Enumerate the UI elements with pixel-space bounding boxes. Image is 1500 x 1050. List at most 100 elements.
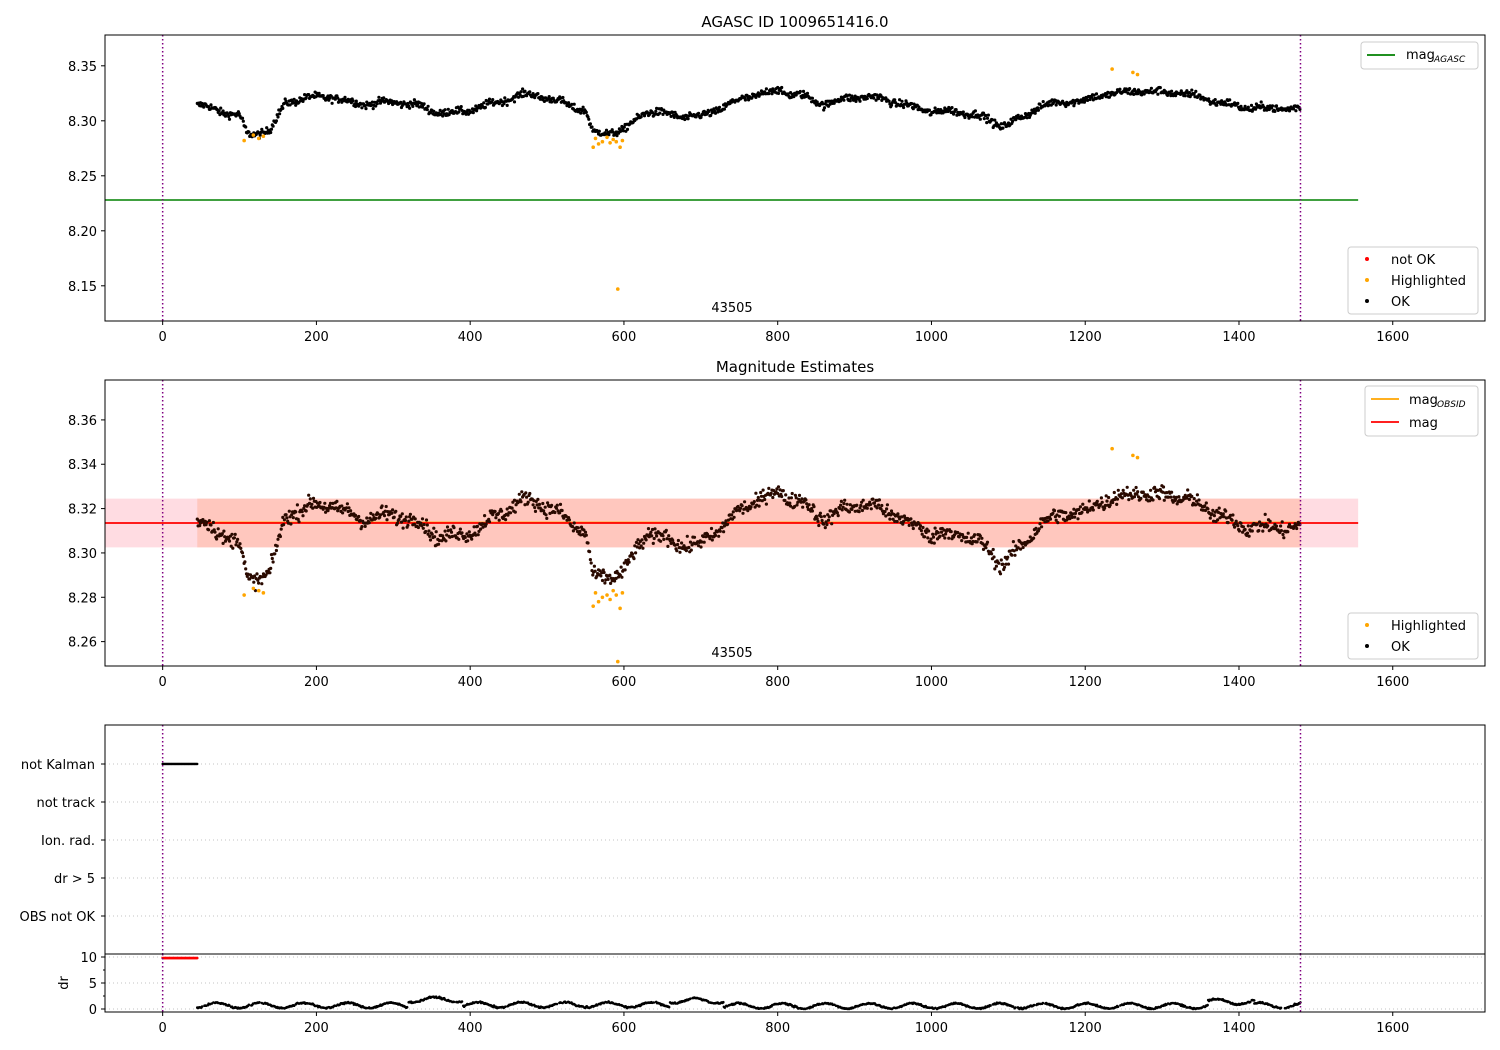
magnitude-point-ok bbox=[426, 532, 430, 536]
magnitude-point-ok bbox=[593, 569, 597, 573]
agasc-point-ok bbox=[375, 102, 379, 106]
agasc-point-ok bbox=[516, 95, 521, 99]
agasc-point-ok bbox=[1259, 100, 1263, 104]
magnitude-point-highlighted bbox=[608, 597, 612, 602]
magnitude-point-ok bbox=[865, 506, 869, 510]
magnitude-point-ok bbox=[378, 513, 383, 517]
agasc-point-ok bbox=[579, 111, 583, 115]
dr-point bbox=[722, 1000, 725, 1004]
magnitude-point-ok bbox=[477, 529, 481, 534]
magnitude-point-ok bbox=[896, 512, 900, 516]
magnitude-point-ok bbox=[709, 534, 713, 538]
magnitude-point-ok bbox=[796, 500, 800, 504]
agasc-plot-area: 8.15 8.20 8.25 8.30 8.35 0 200 400 600 800 1000 120… bbox=[68, 34, 1486, 345]
magnitude-point-ok bbox=[1216, 510, 1220, 514]
magnitude-point-ok bbox=[1247, 534, 1251, 538]
magnitude-point-ok bbox=[817, 523, 821, 528]
magnitude-point-ok bbox=[1070, 515, 1074, 520]
magnitude-point-ok bbox=[726, 518, 731, 522]
agasc-point-ok bbox=[432, 109, 436, 113]
agasc-point-ok bbox=[278, 112, 282, 116]
magnitude-point-ok bbox=[661, 534, 665, 538]
magnitude-point-ok bbox=[1224, 509, 1228, 513]
agasc-point-ok bbox=[304, 96, 308, 100]
magnitude-point-ok bbox=[1067, 514, 1071, 518]
magnitude-point-ok bbox=[664, 528, 668, 533]
magnitude-point-ok bbox=[533, 509, 538, 513]
agasc-point-ok bbox=[981, 111, 986, 115]
magnitude-point-ok bbox=[544, 513, 548, 517]
agasc-point-ok bbox=[382, 96, 386, 100]
magnitude-point-ok bbox=[542, 509, 546, 513]
magnitude-point-ok bbox=[1258, 520, 1262, 524]
magnitude-point-ok bbox=[317, 504, 321, 508]
magnitude-point-ok bbox=[460, 531, 464, 535]
magnitude-point-ok bbox=[1072, 507, 1076, 511]
agasc-point-ok bbox=[1011, 119, 1015, 123]
magnitude-point-ok bbox=[1105, 499, 1109, 503]
magnitude-point-ok bbox=[421, 526, 425, 530]
magnitude-point-ok bbox=[273, 552, 277, 556]
magnitude-point-ok bbox=[244, 567, 248, 571]
magnitude-point-ok bbox=[579, 533, 583, 537]
magnitude-point-ok bbox=[931, 535, 936, 539]
agasc-point-ok bbox=[1073, 101, 1077, 105]
magnitude-point-ok bbox=[433, 535, 437, 539]
magnitude-point-ok bbox=[634, 551, 638, 555]
agasc-point-ok bbox=[615, 134, 619, 138]
magnitude-point-ok bbox=[472, 525, 476, 529]
magnitude-point-ok bbox=[910, 523, 915, 527]
magnitude-point-ok bbox=[223, 535, 227, 539]
magnitude-point-ok bbox=[889, 509, 894, 513]
magnitude-point-ok bbox=[496, 511, 500, 516]
magnitude-point-highlighted bbox=[614, 593, 619, 597]
magnitude-point-ok bbox=[520, 490, 524, 494]
magnitude-point-ok bbox=[365, 516, 369, 520]
agasc-point-ok bbox=[486, 102, 490, 106]
agasc-point-ok bbox=[619, 129, 623, 133]
agasc-point-ok bbox=[993, 118, 997, 122]
magnitude-point-ok bbox=[591, 573, 595, 577]
agasc-point-highlighted bbox=[615, 287, 620, 291]
magnitude-point-ok bbox=[440, 539, 444, 543]
agasc-series-highlighted bbox=[242, 67, 1140, 291]
agasc-point-ok bbox=[1249, 103, 1254, 107]
agasc-point-ok bbox=[570, 102, 574, 106]
magnitude-point-ok bbox=[943, 536, 947, 540]
magnitude-point-ok bbox=[1008, 549, 1012, 553]
magnitude-point-ok bbox=[1136, 490, 1140, 494]
magnitude-point-ok bbox=[644, 538, 648, 542]
magnitude-point-ok bbox=[829, 509, 833, 513]
agasc-point-ok bbox=[567, 101, 571, 105]
magnitude-point-ok bbox=[274, 548, 278, 553]
magnitude-point-ok bbox=[466, 539, 470, 543]
magnitude-point-ok bbox=[1177, 495, 1181, 499]
agasc-point-ok bbox=[1239, 104, 1243, 108]
agasc-point-ok bbox=[776, 91, 781, 95]
agasc-point-ok bbox=[1083, 98, 1087, 102]
agasc-point-ok bbox=[621, 129, 626, 133]
magnitude-point-ok bbox=[209, 523, 213, 527]
magnitude-point-ok bbox=[358, 518, 362, 523]
dr-point bbox=[1032, 1003, 1036, 1007]
magnitude-point-ok bbox=[1169, 495, 1173, 499]
magnitude-point-ok bbox=[428, 534, 432, 539]
magnitude-point-ok bbox=[1156, 488, 1160, 492]
agasc-point-ok bbox=[1106, 90, 1110, 94]
magnitude-point-ok bbox=[776, 485, 781, 489]
magnitude-point-ok bbox=[500, 509, 504, 513]
magnitude-point-ok bbox=[1095, 499, 1099, 503]
magnitude-point-ok bbox=[327, 506, 331, 510]
agasc-point-ok bbox=[426, 104, 430, 108]
magnitude-point-ok bbox=[1136, 495, 1141, 499]
magnitude-point-ok bbox=[602, 570, 606, 575]
magnitude-point-ok bbox=[553, 510, 557, 515]
magnitude-point-ok bbox=[441, 534, 445, 538]
agasc-point-ok bbox=[973, 109, 978, 113]
dr-point bbox=[989, 1004, 992, 1007]
magnitude-point-ok bbox=[1119, 492, 1124, 496]
magnitude-point-highlighted bbox=[1131, 453, 1135, 458]
magnitude-point-ok bbox=[895, 519, 899, 524]
magnitude-point-ok bbox=[576, 526, 580, 530]
